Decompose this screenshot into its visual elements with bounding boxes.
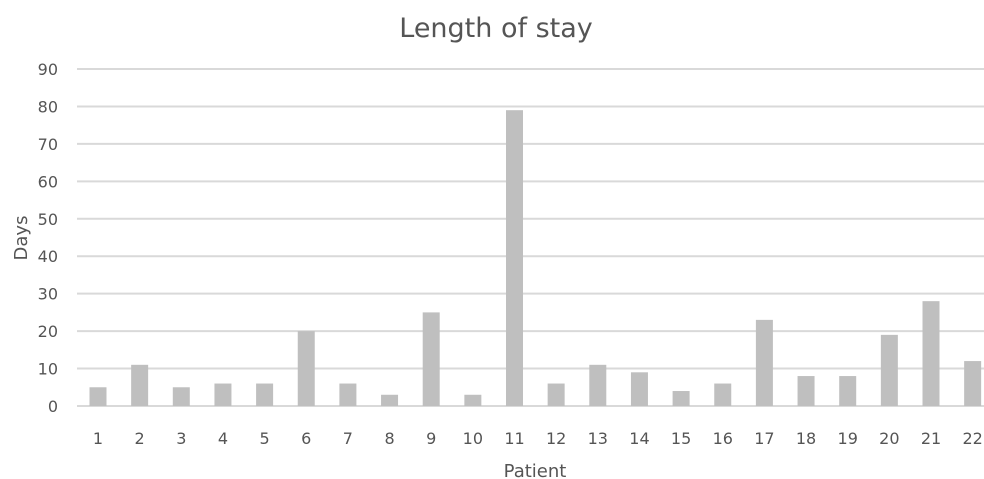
x-axis-label: Patient <box>504 461 567 479</box>
bar-patient-17 <box>755 319 773 406</box>
bar-patient-12 <box>547 383 565 406</box>
x-tick-label-19: 19 <box>838 429 858 448</box>
bar-patient-2 <box>131 364 149 406</box>
bar-patient-22 <box>964 361 982 406</box>
y-tick-label-0: 0 <box>48 397 58 416</box>
x-tick-label-11: 11 <box>504 429 524 448</box>
y-tick-label-50: 50 <box>38 210 58 229</box>
x-tick-label-9: 9 <box>426 429 436 448</box>
y-tick-label-20: 20 <box>38 322 58 341</box>
x-tick-label-13: 13 <box>588 429 608 448</box>
x-tick-label-18: 18 <box>796 429 816 448</box>
x-tick-label-4: 4 <box>218 429 228 448</box>
y-axis-label: Days <box>11 216 32 261</box>
x-tick-label-1: 1 <box>93 429 103 448</box>
chart-title: Length of stay <box>399 13 593 44</box>
y-tick-label-80: 80 <box>38 97 58 116</box>
y-tick-label-10: 10 <box>38 360 58 379</box>
x-tick-label-5: 5 <box>260 429 270 448</box>
x-tick-label-2: 2 <box>135 429 145 448</box>
bar-patient-14 <box>630 372 648 406</box>
y-tick-label-70: 70 <box>38 135 58 154</box>
bar-patient-7 <box>339 383 357 406</box>
bar-patient-9 <box>422 312 440 406</box>
gridlines <box>77 68 984 407</box>
x-tick-label-12: 12 <box>546 429 566 448</box>
bars <box>89 110 982 406</box>
bar-patient-3 <box>172 387 190 406</box>
bar-patient-18 <box>797 376 815 406</box>
y-tick-label-30: 30 <box>38 285 58 304</box>
bar-patient-8 <box>381 394 399 406</box>
x-tick-label-10: 10 <box>463 429 483 448</box>
y-tick-label-90: 90 <box>38 60 58 79</box>
bar-patient-11 <box>506 110 523 406</box>
x-tick-label-6: 6 <box>301 429 311 448</box>
bar-patient-13 <box>589 364 607 406</box>
y-tick-label-60: 60 <box>38 172 58 191</box>
x-tick-label-15: 15 <box>671 429 691 448</box>
bar-patient-19 <box>839 376 857 406</box>
x-tick-label-14: 14 <box>629 429 649 448</box>
x-tick-label-7: 7 <box>343 429 353 448</box>
bar-patient-6 <box>297 331 315 406</box>
x-tick-label-8: 8 <box>384 429 394 448</box>
bar-patient-15 <box>672 391 690 406</box>
bar-patient-5 <box>256 383 274 406</box>
x-tick-label-3: 3 <box>176 429 186 448</box>
x-tick-label-22: 22 <box>962 429 982 448</box>
bar-patient-20 <box>880 334 898 406</box>
x-tick-label-17: 17 <box>754 429 774 448</box>
bar-patient-10 <box>464 394 482 406</box>
x-tick-label-21: 21 <box>921 429 941 448</box>
x-tick-label-20: 20 <box>879 429 899 448</box>
bar-patient-4 <box>214 383 232 406</box>
x-axis-ticks: 1 2 3 4 5 6 7 8 9 10 11 12 13 14 15 16 17 18 19 20 21 22 <box>93 429 983 448</box>
bar-patient-16 <box>714 383 732 406</box>
bar-patient-21 <box>922 301 940 406</box>
bar-patient-1 <box>89 387 107 406</box>
y-tick-label-40: 40 <box>38 247 58 266</box>
x-tick-label-16: 16 <box>713 429 733 448</box>
y-axis-ticks: 0 10 20 30 40 50 60 70 80 90 <box>38 60 58 416</box>
